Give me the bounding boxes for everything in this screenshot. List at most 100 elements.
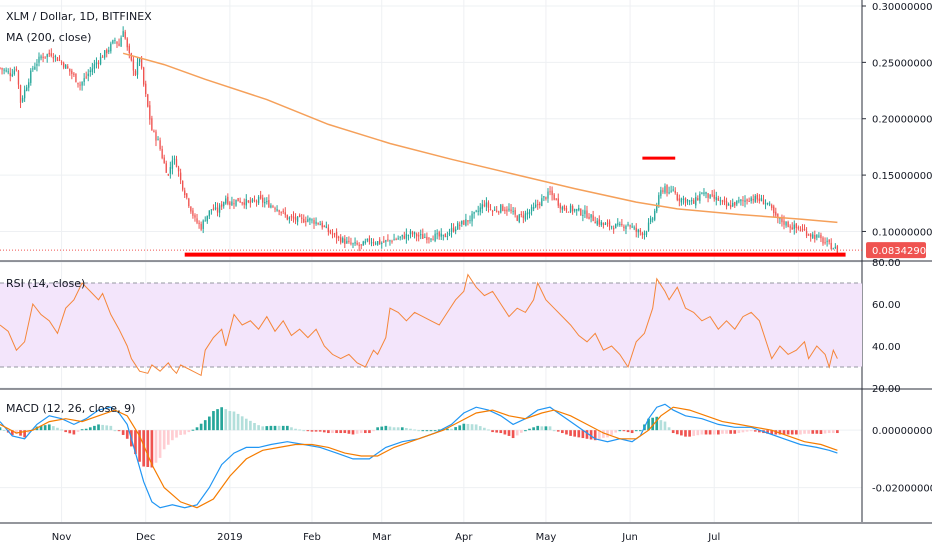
candle-body (235, 199, 237, 206)
macd-hist-bar (64, 430, 68, 433)
macd-hist-bar (491, 430, 494, 433)
macd-hist-bar (712, 430, 716, 435)
candle-body (709, 194, 711, 199)
macd-hist-bar (294, 428, 297, 431)
macd-hist-bar (569, 430, 572, 436)
candle-body (321, 222, 323, 228)
candle-body (50, 53, 52, 56)
candle-body (430, 238, 432, 240)
candle-body (411, 232, 414, 235)
macd-hist-bar (647, 418, 650, 431)
candle-body (65, 64, 67, 69)
candle-body (337, 236, 340, 238)
candle-body (116, 41, 118, 44)
ma-indicator-label[interactable]: MA (200, close) (6, 31, 91, 44)
macd-hist-bar (458, 425, 462, 431)
macd-hist-bar (721, 430, 724, 434)
candle-body (432, 239, 434, 241)
candle-body (296, 216, 299, 222)
candle-body (225, 198, 227, 204)
macd-hist-bar (347, 430, 351, 434)
candle-body (95, 62, 98, 65)
candle-body (791, 227, 793, 230)
candle-body (773, 206, 775, 214)
candle-body (676, 193, 678, 200)
price-axis[interactable]: 0.30000000 0.25000000 0.20000000 0.15000000… (52, 2, 932, 543)
last-price-tag: 0.08342900 (866, 242, 932, 259)
candle-body (409, 231, 412, 234)
drawing-annotations[interactable] (184, 156, 846, 257)
candle-body (19, 85, 22, 103)
candle-body (147, 94, 149, 107)
macd-hist-bar (556, 430, 560, 432)
candle-body (578, 207, 580, 211)
candle-body (543, 196, 545, 198)
macd-hist-bar (314, 430, 318, 432)
time-axis-label: Apr (455, 532, 473, 543)
candle-body (647, 222, 650, 231)
candle-body (108, 50, 110, 52)
macd-hist-bar (729, 430, 732, 434)
candle-body (785, 221, 787, 226)
candle-body (32, 68, 34, 70)
candle-body (422, 234, 424, 239)
macd-hist-bar (113, 430, 117, 432)
candle-body (467, 220, 469, 222)
candle-body (342, 238, 344, 243)
candle-body (810, 234, 812, 237)
last-price-value: 0.08342900 (872, 246, 932, 257)
candle-body (459, 224, 461, 226)
candle-body (40, 56, 42, 59)
candle-body (83, 78, 85, 82)
candle-body (23, 89, 26, 99)
candle-body (366, 238, 369, 241)
candle-body (34, 66, 36, 70)
macd-hist-bar (109, 425, 113, 431)
candle-body (471, 213, 473, 222)
candle-body (444, 233, 447, 238)
price-tick-label: 0.20000000 (872, 115, 932, 126)
candle-body (352, 243, 354, 245)
candle-body (9, 72, 11, 76)
candle-body (331, 233, 334, 235)
macd-hist-bar (577, 430, 581, 438)
macd-hist-bar (88, 427, 92, 431)
macd-hist-bar (384, 425, 388, 431)
macd-hist-bar (216, 409, 219, 431)
rsi-line (0, 273, 838, 377)
candle-body (639, 230, 642, 233)
candle-body (771, 205, 773, 208)
candle-body (167, 174, 169, 176)
macd-hist-bar (544, 426, 548, 431)
candle-body (688, 200, 691, 202)
macd-hist-bar (372, 430, 375, 432)
candle-body (438, 232, 440, 237)
macd-hist-bar (413, 429, 416, 431)
macd-hist-bar (602, 430, 605, 438)
macd-hist-bar (142, 430, 146, 467)
candle-body (721, 200, 724, 202)
candle-body (428, 238, 430, 240)
candle-body (315, 221, 317, 224)
candle-body (364, 241, 366, 244)
candle-body (715, 197, 717, 200)
macd-hist-bar (684, 430, 687, 437)
candle-body (557, 198, 559, 206)
candle-body (797, 227, 800, 229)
macd-signal-line (0, 406, 838, 509)
rsi-indicator-label[interactable]: RSI (14, close) (6, 277, 85, 290)
candle-body (188, 198, 190, 207)
candle-body (165, 163, 167, 173)
candle-body (376, 241, 379, 245)
candle-body (397, 238, 399, 240)
candle-body (354, 242, 356, 244)
candle-body (820, 234, 822, 239)
candle-body (775, 211, 777, 216)
candle-body (686, 199, 689, 202)
candle-body (660, 190, 662, 196)
candle-body (812, 234, 814, 238)
macd-indicator-label[interactable]: MACD (12, 26, close, 9) (6, 402, 135, 415)
macd-hist-bar (433, 430, 437, 432)
